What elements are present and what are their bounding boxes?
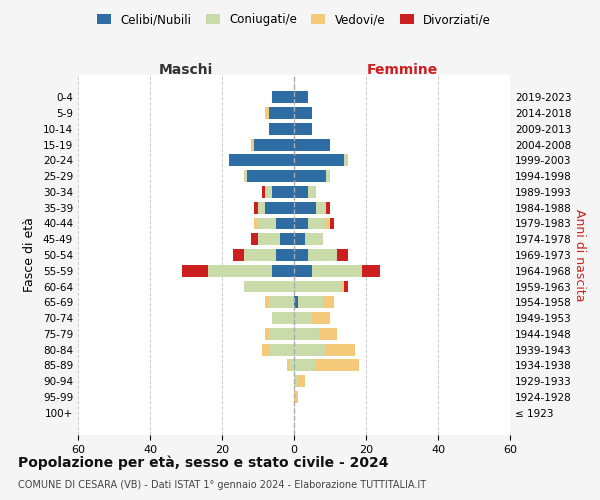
Bar bbox=[316, 360, 359, 372]
Bar bbox=[294, 391, 298, 403]
Bar bbox=[269, 123, 294, 134]
Bar bbox=[182, 265, 208, 276]
Bar bbox=[294, 296, 298, 308]
Bar bbox=[294, 312, 312, 324]
Bar bbox=[344, 280, 348, 292]
Bar bbox=[258, 218, 276, 230]
Bar bbox=[312, 265, 362, 276]
Y-axis label: Fasce di età: Fasce di età bbox=[23, 218, 36, 292]
Bar bbox=[337, 249, 348, 261]
Bar bbox=[269, 328, 294, 340]
Bar bbox=[330, 218, 334, 230]
Bar bbox=[262, 344, 269, 355]
Bar bbox=[290, 360, 294, 372]
Bar bbox=[294, 280, 341, 292]
Bar bbox=[272, 186, 294, 198]
Bar bbox=[326, 344, 355, 355]
Bar bbox=[254, 218, 258, 230]
Bar bbox=[294, 218, 308, 230]
Bar bbox=[326, 202, 330, 213]
Bar bbox=[244, 249, 276, 261]
Bar bbox=[265, 186, 272, 198]
Bar bbox=[308, 186, 316, 198]
Bar bbox=[269, 344, 294, 355]
Bar bbox=[294, 202, 316, 213]
Bar bbox=[276, 249, 294, 261]
Bar bbox=[265, 202, 294, 213]
Bar bbox=[294, 234, 305, 245]
Bar bbox=[326, 170, 330, 182]
Bar bbox=[254, 202, 258, 213]
Bar bbox=[265, 328, 269, 340]
Bar bbox=[269, 296, 294, 308]
Y-axis label: Anni di nascita: Anni di nascita bbox=[572, 209, 586, 301]
Bar bbox=[294, 154, 344, 166]
Bar bbox=[269, 107, 294, 119]
Bar bbox=[298, 376, 305, 387]
Text: Femmine: Femmine bbox=[367, 63, 437, 77]
Bar bbox=[312, 312, 330, 324]
Bar bbox=[344, 154, 348, 166]
Bar bbox=[308, 249, 337, 261]
Text: COMUNE DI CESARA (VB) - Dati ISTAT 1° gennaio 2024 - Elaborazione TUTTITALIA.IT: COMUNE DI CESARA (VB) - Dati ISTAT 1° ge… bbox=[18, 480, 426, 490]
Bar bbox=[276, 218, 294, 230]
Bar bbox=[323, 296, 334, 308]
Bar bbox=[341, 280, 344, 292]
Bar bbox=[265, 107, 269, 119]
Bar bbox=[294, 360, 316, 372]
Bar bbox=[319, 328, 337, 340]
Bar bbox=[258, 202, 265, 213]
Bar bbox=[229, 154, 294, 166]
Bar bbox=[294, 107, 312, 119]
Bar bbox=[287, 360, 290, 372]
Bar bbox=[254, 138, 294, 150]
Bar bbox=[294, 249, 308, 261]
Bar bbox=[294, 123, 312, 134]
Bar bbox=[262, 186, 265, 198]
Bar bbox=[272, 92, 294, 103]
Bar bbox=[272, 312, 294, 324]
Bar bbox=[294, 344, 326, 355]
Bar bbox=[233, 249, 244, 261]
Bar bbox=[294, 138, 330, 150]
Bar bbox=[305, 234, 323, 245]
Bar bbox=[294, 92, 308, 103]
Bar bbox=[280, 234, 294, 245]
Bar bbox=[294, 170, 326, 182]
Bar bbox=[244, 280, 294, 292]
Bar bbox=[272, 265, 294, 276]
Bar bbox=[294, 376, 298, 387]
Bar bbox=[298, 296, 323, 308]
Bar bbox=[326, 218, 330, 230]
Bar bbox=[258, 234, 280, 245]
Bar bbox=[265, 296, 269, 308]
Legend: Celibi/Nubili, Coniugati/e, Vedovi/e, Divorziati/e: Celibi/Nubili, Coniugati/e, Vedovi/e, Di… bbox=[92, 8, 496, 31]
Bar bbox=[244, 170, 247, 182]
Bar bbox=[208, 265, 272, 276]
Bar bbox=[251, 138, 254, 150]
Bar bbox=[294, 328, 319, 340]
Bar bbox=[294, 186, 308, 198]
Bar bbox=[362, 265, 380, 276]
Bar bbox=[294, 265, 312, 276]
Bar bbox=[247, 170, 294, 182]
Text: Popolazione per età, sesso e stato civile - 2024: Popolazione per età, sesso e stato civil… bbox=[18, 455, 389, 469]
Bar bbox=[308, 218, 326, 230]
Bar bbox=[251, 234, 258, 245]
Text: Maschi: Maschi bbox=[159, 63, 213, 77]
Bar bbox=[316, 202, 326, 213]
